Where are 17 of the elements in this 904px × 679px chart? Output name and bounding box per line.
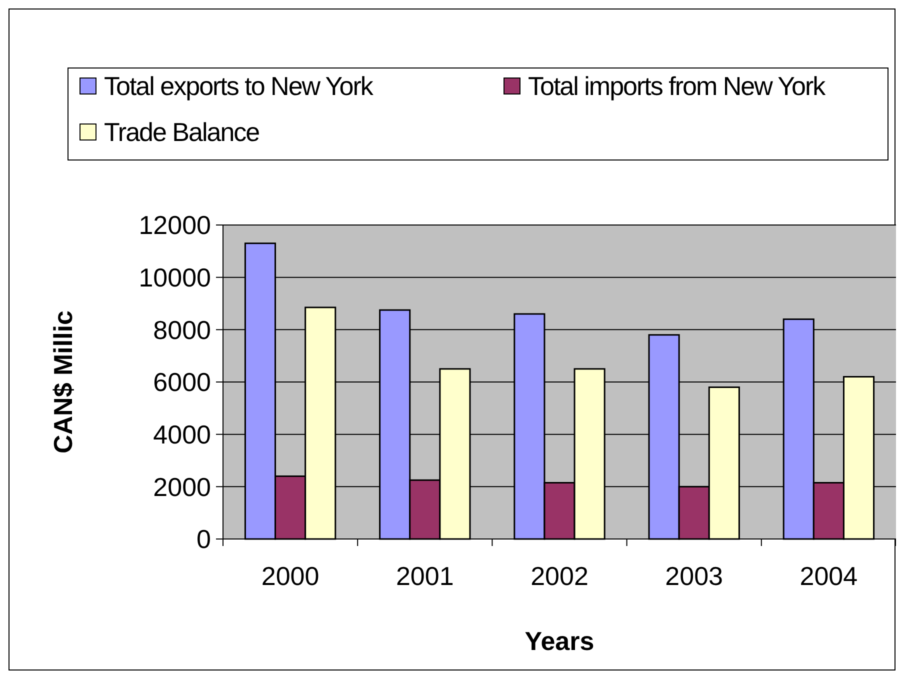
y-tick-label: 0 bbox=[196, 524, 211, 554]
x-tick-label: 2002 bbox=[530, 561, 588, 591]
y-tick-label: 6000 bbox=[153, 367, 211, 398]
y-tick-label: 12000 bbox=[138, 210, 211, 240]
legend-label: Total imports from New York bbox=[528, 71, 827, 102]
y-tick-label: 4000 bbox=[153, 419, 211, 450]
y-tick-label: 8000 bbox=[153, 314, 211, 345]
x-axis-title: Years bbox=[524, 626, 594, 656]
legend-label: Trade Balance bbox=[104, 117, 260, 148]
y-tick-label: 10000 bbox=[138, 262, 211, 292]
legend-label: Total exports to New York bbox=[104, 71, 374, 102]
y-axis-title: CAN$ Millic bbox=[48, 310, 78, 454]
y-tick-label: 2000 bbox=[153, 472, 211, 502]
x-tick-label: 2004 bbox=[800, 561, 858, 591]
x-tick-label: 2001 bbox=[396, 561, 454, 591]
x-tick-label: 2000 bbox=[261, 561, 320, 591]
x-tick-label: 2003 bbox=[665, 561, 724, 591]
